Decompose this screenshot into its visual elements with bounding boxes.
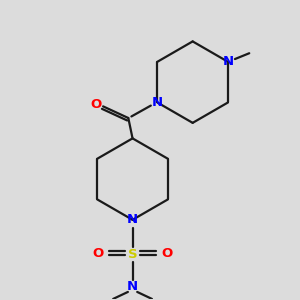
Text: O: O	[92, 248, 103, 260]
Text: S: S	[128, 248, 137, 261]
Text: N: N	[222, 55, 233, 68]
Text: O: O	[91, 98, 102, 111]
Text: N: N	[127, 213, 138, 226]
Text: N: N	[152, 96, 163, 109]
Text: N: N	[127, 280, 138, 293]
Text: O: O	[162, 248, 173, 260]
